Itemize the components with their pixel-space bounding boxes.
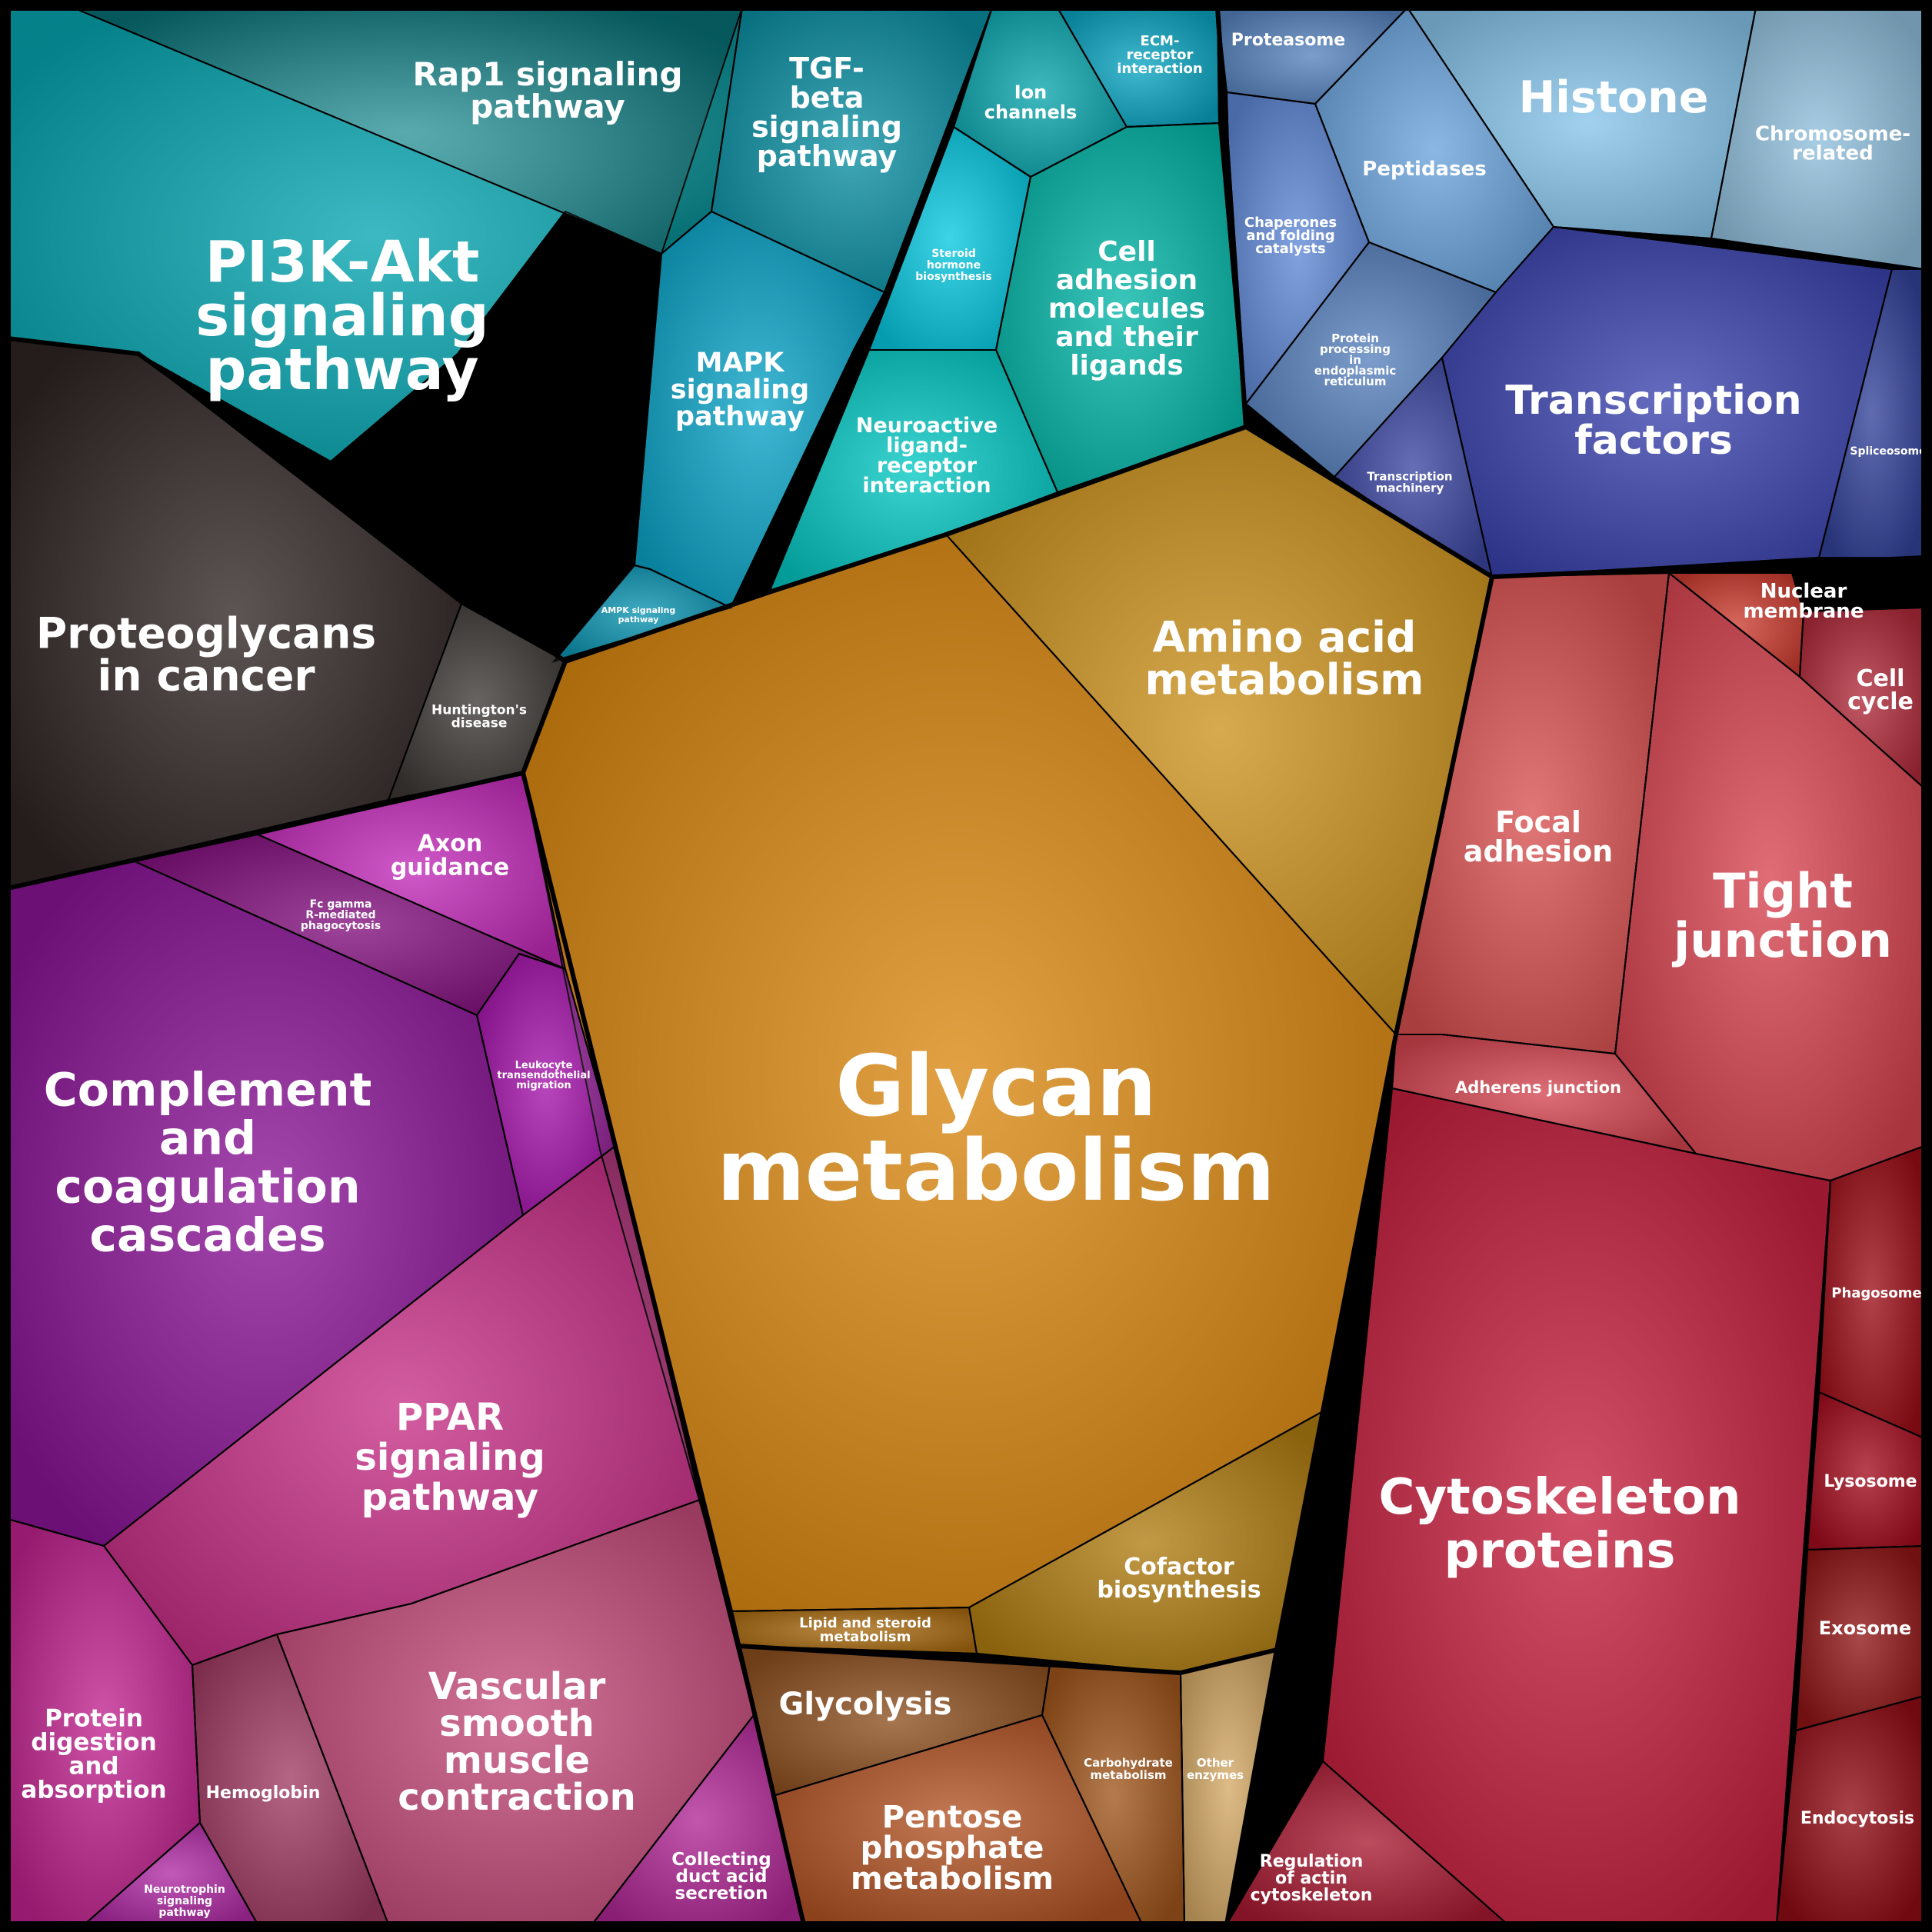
label-transcription-factors: Transcription factors bbox=[1505, 378, 1801, 464]
label-phagosome: Phagosome bbox=[1831, 1285, 1921, 1301]
label-glycolysis: Glycolysis bbox=[779, 1687, 952, 1722]
label-hemoglobin: Hemoglobin bbox=[206, 1784, 321, 1803]
label-exosome: Exosome bbox=[1819, 1617, 1911, 1639]
label-amino-acid: Amino acid metabolism bbox=[1145, 613, 1424, 705]
label-cell-cycle: Cell cycle bbox=[1847, 665, 1914, 715]
label-protein-digestion: Protein digestion and absorption bbox=[21, 1704, 166, 1804]
group-border-1 bbox=[7, 771, 524, 891]
group-border-4 bbox=[1215, 7, 1925, 579]
label-adherens-junction: Adherens junction bbox=[1455, 1078, 1621, 1097]
label-pentose: Pentose phosphate metabolism bbox=[851, 1800, 1054, 1897]
group-borders bbox=[7, 7, 1925, 1925]
label-cell-adhesion: Cell adhesion molecules and their ligands bbox=[1048, 236, 1205, 381]
label-endocytosis: Endocytosis bbox=[1800, 1809, 1914, 1828]
label-neurotrophin: Neurotrophin signaling pathway bbox=[144, 1884, 225, 1919]
label-spliceosome: Spliceosome bbox=[1850, 445, 1926, 458]
label-other-enzymes: Other enzymes bbox=[1187, 1756, 1244, 1782]
label-complement: Complement and coagulation cascades bbox=[44, 1063, 372, 1262]
label-steroid-hormone: Steroid hormone biosynthesis bbox=[915, 248, 991, 283]
label-collecting-duct: Collecting duct acid secretion bbox=[671, 1850, 771, 1904]
label-glycan: Glycan metabolism bbox=[717, 1037, 1275, 1220]
label-leukocyte: Leukocyte transendothelial migration bbox=[497, 1060, 590, 1091]
group-border-5 bbox=[1224, 576, 1494, 1925]
group-border-6 bbox=[728, 1611, 1277, 1675]
cell-shading bbox=[7, 6, 1925, 1925]
label-cofactor: Cofactor biosynthesis bbox=[1097, 1554, 1261, 1604]
label-proteoglycans: Proteoglycans in cancer bbox=[36, 609, 376, 701]
label-nuclear-membrane: Nuclear membrane bbox=[1744, 580, 1864, 623]
label-ampk: AMPK signaling pathway bbox=[601, 605, 676, 625]
label-regulation-actin: Regulation of actin cytoskeleton bbox=[1251, 1852, 1373, 1905]
label-pi3k-akt: PI3K-Akt signaling pathway bbox=[195, 229, 488, 403]
label-peptidases: Peptidases bbox=[1362, 158, 1486, 181]
label-lysosome: Lysosome bbox=[1824, 1472, 1917, 1491]
label-cytoskeleton: Cytoskeleton proteins bbox=[1378, 1469, 1740, 1580]
label-ppar: PPAR signaling pathway bbox=[355, 1396, 545, 1519]
label-proteasome: Proteasome bbox=[1231, 31, 1345, 50]
label-transcription-machinery: Transcription machinery bbox=[1367, 469, 1452, 495]
label-tight-junction: Tight junction bbox=[1671, 863, 1892, 968]
label-tgf-beta: TGF-beta signaling pathway bbox=[751, 52, 902, 173]
label-ion-channels: Ion channels bbox=[984, 82, 1077, 123]
label-chaperones: Chaperones and folding catalysts bbox=[1244, 215, 1337, 257]
cell-labels: PI3K-Akt signaling pathway Rap1 signaling pa… bbox=[21, 31, 1926, 1919]
label-mapk: MAPK signaling pathway bbox=[671, 348, 809, 432]
label-ecm-receptor: ECM-receptor interaction bbox=[1117, 33, 1202, 77]
label-carbohydrate: Carbohydrate metabolism bbox=[1084, 1756, 1173, 1782]
label-lipid-steroid: Lipid and steroid metabolism bbox=[799, 1615, 931, 1645]
label-focal-adhesion: Focal adhesion bbox=[1464, 805, 1613, 868]
label-axon-guidance: Axon guidance bbox=[391, 830, 509, 881]
cell-shade-adherens-junction bbox=[1391, 1034, 1698, 1155]
label-fc-gamma: Fc gamma R-mediated phagocytosis bbox=[301, 898, 381, 932]
label-vascular-smooth: Vascular smooth muscle contraction bbox=[398, 1665, 636, 1819]
label-protein-processing: Protein processing in endoplasmic reticulum bbox=[1314, 331, 1397, 388]
label-rap1: Rap1 signaling pathway bbox=[412, 55, 682, 125]
group-border-2 bbox=[521, 660, 568, 774]
label-neuroactive: Neuroactive ligand-receptor interaction bbox=[856, 414, 998, 498]
label-huntingtons: Huntington's disease bbox=[431, 703, 527, 731]
label-chromosome: Chromosome-related bbox=[1755, 122, 1910, 165]
label-histone: Histone bbox=[1519, 72, 1709, 123]
group-border-3 bbox=[521, 772, 806, 1925]
